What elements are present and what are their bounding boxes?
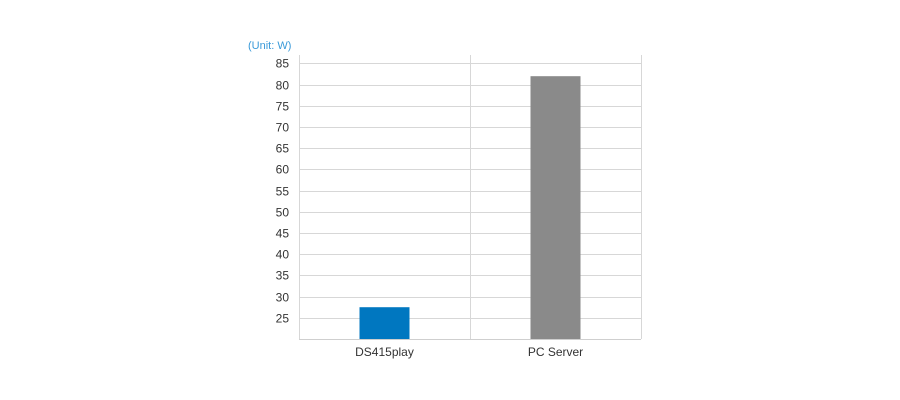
y-tick-label-35: 35	[276, 269, 290, 283]
y-tick-label-85: 85	[276, 57, 290, 71]
bar-ds415play	[359, 307, 410, 339]
bars-layer	[359, 76, 581, 339]
y-tick-label-60: 60	[276, 163, 290, 177]
y-tick-label-70: 70	[276, 121, 290, 135]
grid-layer	[299, 55, 642, 340]
y-tick-label-50: 50	[276, 206, 290, 220]
y-tick-label-75: 75	[276, 100, 290, 114]
bar-pc-server	[530, 76, 581, 339]
y-tick-label-65: 65	[276, 142, 290, 156]
x-category-label-1: PC Server	[528, 345, 583, 359]
y-tick-label-25: 25	[276, 312, 290, 326]
x-category-labels: DS415play PC Server	[355, 345, 583, 359]
y-tick-label-30: 30	[276, 291, 290, 305]
y-tick-label-80: 80	[276, 79, 290, 93]
y-tick-labels: 25 30 35 40 45 50 55 60 65 70 75 80 85	[276, 57, 290, 326]
unit-label: (Unit: W)	[248, 40, 291, 52]
y-tick-label-55: 55	[276, 185, 290, 199]
x-category-label-0: DS415play	[355, 345, 414, 359]
y-tick-label-40: 40	[276, 248, 290, 262]
y-tick-label-45: 45	[276, 227, 290, 241]
